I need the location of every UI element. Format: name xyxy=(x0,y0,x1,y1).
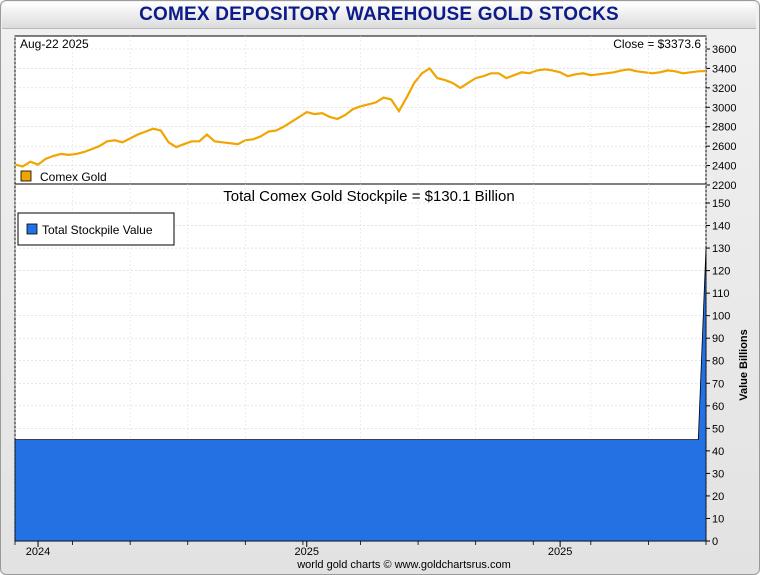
stockpile-y-tick-label: 30 xyxy=(712,468,724,480)
stockpile-title: Total Comex Gold Stockpile = $130.1 Bill… xyxy=(223,188,514,205)
gold-price-y-tick-label: 2400 xyxy=(712,161,736,173)
gold-price-panel: 2200 2400 2600 2800 3000 3200 3400 3600 Aug-22 … xyxy=(14,35,736,192)
stockpile-legend-label: Total Stockpile Value xyxy=(42,223,153,237)
close-label: Close = $3373.6 xyxy=(613,37,701,51)
gold-legend-swatch xyxy=(20,170,32,182)
stockpile-y-tick-label: 70 xyxy=(712,378,724,390)
stockpile-y-axis: 0 10 20 30 40 50 60 70 80 90 100 110 120 130 140 150 xyxy=(706,198,730,548)
gold-price-y-tick-label: 3400 xyxy=(712,63,736,75)
date-label: Aug-22 2025 xyxy=(20,37,89,51)
gold-price-y-tick-label: 2800 xyxy=(712,122,736,134)
stockpile-legend-swatch xyxy=(26,223,38,235)
footer-credit: world gold charts © www.goldchartsrus.co… xyxy=(296,559,511,571)
gold-price-y-tick-label: 2600 xyxy=(712,141,736,153)
stockpile-legend xyxy=(17,212,175,246)
x-tick-label: 2024 xyxy=(26,546,50,558)
stockpile-area xyxy=(14,247,707,542)
stockpile-x-axis: 2024 2025 2025 xyxy=(14,541,707,558)
stockpile-y-tick-label: 150 xyxy=(712,198,730,210)
stockpile-y-tick-label: 80 xyxy=(712,356,724,368)
stockpile-y-tick-label: 120 xyxy=(712,266,730,278)
stockpile-y-tick-label: 50 xyxy=(712,423,724,435)
stockpile-panel: 0 10 20 30 40 50 60 70 80 90 100 110 120 130 140 150 20… xyxy=(14,36,750,558)
y-axis-label: Value Billions xyxy=(738,329,750,401)
chart-title: COMEX DEPOSITORY WAREHOUSE GOLD STOCKS xyxy=(139,4,619,25)
gold-legend-label: Comex Gold xyxy=(40,170,107,184)
stockpile-y-tick-label: 90 xyxy=(712,333,724,345)
stockpile-y-tick-label: 20 xyxy=(712,491,724,503)
stockpile-y-tick-label: 140 xyxy=(712,221,730,233)
stockpile-y-tick-label: 40 xyxy=(712,446,724,458)
stockpile-y-tick-label: 0 xyxy=(712,536,718,548)
stockpile-y-tick-label: 10 xyxy=(712,513,724,525)
gold-price-y-tick-label: 2200 xyxy=(712,180,736,192)
gold-price-y-tick-label: 3600 xyxy=(712,44,736,56)
title-bar: COMEX DEPOSITORY WAREHOUSE GOLD STOCKS xyxy=(2,2,756,29)
x-tick-label: 2025 xyxy=(548,546,572,558)
gold-price-line xyxy=(14,66,707,168)
gold-price-y-tick-label: 3200 xyxy=(712,83,736,95)
stockpile-y-tick-label: 130 xyxy=(712,243,730,255)
stockpile-y-tick-label: 60 xyxy=(712,401,724,413)
stockpile-y-tick-label: 100 xyxy=(712,311,730,323)
gold-price-y-tick-label: 3000 xyxy=(712,102,736,114)
x-tick-label: 2025 xyxy=(295,546,319,558)
gold-price-y-axis: 2200 2400 2600 2800 3000 3200 3400 3600 xyxy=(706,44,736,192)
stockpile-y-tick-label: 110 xyxy=(712,288,730,300)
